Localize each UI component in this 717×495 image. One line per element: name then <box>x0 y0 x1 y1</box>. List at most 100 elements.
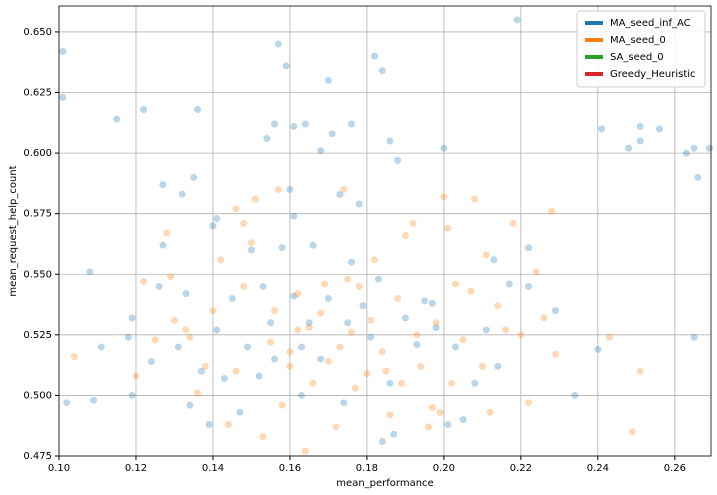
point <box>124 333 132 341</box>
point <box>328 130 336 138</box>
point <box>217 256 225 264</box>
point <box>232 367 240 375</box>
point <box>286 362 294 370</box>
point <box>294 290 302 298</box>
point <box>186 333 194 341</box>
point <box>540 314 548 322</box>
point <box>301 447 309 455</box>
point <box>290 122 298 130</box>
point <box>244 343 252 351</box>
point <box>194 389 202 397</box>
point <box>278 244 286 252</box>
x-tick-label: 0.10 <box>48 463 70 474</box>
point <box>286 185 294 193</box>
point <box>297 343 305 351</box>
point <box>247 246 255 254</box>
point <box>290 212 298 220</box>
point <box>336 343 344 351</box>
point <box>598 125 606 133</box>
legend-label: MA_seed_0 <box>610 35 666 46</box>
point <box>259 282 267 290</box>
y-tick-label: 0.525 <box>23 330 52 341</box>
point <box>513 16 521 24</box>
point <box>378 348 386 356</box>
point <box>409 219 417 227</box>
point <box>374 275 382 283</box>
legend-box <box>576 10 706 88</box>
point <box>205 420 213 428</box>
point <box>371 256 379 264</box>
y-tick-label: 0.475 <box>23 451 52 462</box>
point <box>309 241 317 249</box>
point <box>682 149 690 157</box>
point <box>355 200 363 208</box>
point <box>321 280 329 288</box>
point <box>209 222 217 230</box>
point <box>213 215 221 223</box>
point <box>413 331 421 339</box>
point <box>694 173 702 181</box>
point <box>440 144 448 152</box>
point <box>317 309 325 317</box>
point <box>482 251 490 259</box>
point <box>159 181 167 189</box>
point <box>417 362 425 370</box>
point <box>324 294 332 302</box>
point <box>186 401 194 409</box>
x-tick-label: 0.12 <box>125 463 147 474</box>
point <box>359 302 367 310</box>
point <box>340 185 348 193</box>
point <box>355 282 363 290</box>
point <box>605 333 613 341</box>
point <box>705 144 713 152</box>
point <box>63 399 71 407</box>
point <box>636 137 644 145</box>
point <box>182 326 190 334</box>
point <box>286 348 294 356</box>
point <box>478 362 486 370</box>
point <box>151 336 159 344</box>
point <box>271 120 279 128</box>
point <box>140 278 148 286</box>
point <box>194 105 202 113</box>
point <box>221 374 229 382</box>
point <box>224 420 232 428</box>
point <box>525 244 533 252</box>
point <box>301 120 309 128</box>
point <box>263 135 271 143</box>
point <box>290 292 298 300</box>
point <box>444 420 452 428</box>
legend-label: SA_seed_0 <box>610 52 664 63</box>
point <box>59 93 67 101</box>
y-tick-label: 0.625 <box>23 88 52 99</box>
y-tick-label: 0.600 <box>23 148 52 159</box>
point <box>240 219 248 227</box>
point <box>190 173 198 181</box>
point <box>401 231 409 239</box>
point <box>132 372 140 380</box>
point <box>386 137 394 145</box>
point <box>305 324 313 332</box>
x-tick-label: 0.24 <box>587 463 609 474</box>
point <box>178 190 186 198</box>
point <box>271 355 279 363</box>
y-tick-label: 0.575 <box>23 209 52 220</box>
point <box>444 224 452 232</box>
point <box>255 372 263 380</box>
point <box>232 205 240 213</box>
point <box>432 324 440 332</box>
x-tick-label: 0.18 <box>356 463 378 474</box>
point <box>421 297 429 305</box>
point <box>113 115 121 123</box>
point <box>240 282 248 290</box>
point <box>440 193 448 201</box>
point <box>344 319 352 327</box>
x-tick-label: 0.16 <box>279 463 301 474</box>
point <box>278 401 286 409</box>
point <box>594 345 602 353</box>
point <box>340 399 348 407</box>
point <box>267 338 275 346</box>
point <box>690 144 698 152</box>
point <box>394 156 402 164</box>
point <box>147 357 155 365</box>
